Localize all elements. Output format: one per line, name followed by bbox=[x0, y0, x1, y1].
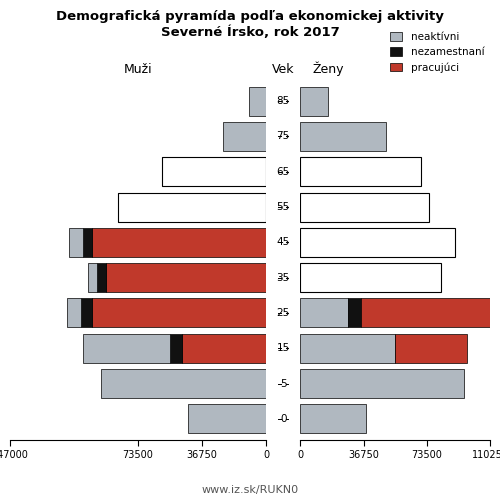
Bar bbox=[395, 334, 467, 362]
Bar bbox=[106, 263, 266, 292]
Bar bbox=[300, 158, 420, 186]
Bar bbox=[162, 158, 266, 186]
Bar bbox=[118, 192, 266, 222]
Legend: neaktívni, nezamestnaní, pracujúci: neaktívni, nezamestnaní, pracujúci bbox=[386, 28, 488, 77]
Text: Ženy: Ženy bbox=[313, 62, 344, 76]
Bar bbox=[170, 334, 182, 362]
Text: Vek: Vek bbox=[272, 64, 294, 76]
Bar bbox=[83, 334, 170, 362]
Bar bbox=[300, 122, 386, 151]
Bar bbox=[100, 369, 266, 398]
Bar bbox=[300, 298, 348, 328]
Bar bbox=[222, 122, 266, 151]
Bar bbox=[300, 334, 395, 362]
Bar bbox=[68, 298, 82, 328]
Bar bbox=[118, 192, 266, 222]
Text: 45: 45 bbox=[276, 238, 290, 248]
Bar bbox=[162, 158, 266, 186]
Bar bbox=[300, 404, 366, 434]
Text: 85: 85 bbox=[276, 96, 290, 106]
Text: Muži: Muži bbox=[124, 64, 152, 76]
Text: 75: 75 bbox=[276, 132, 290, 141]
Text: 35: 35 bbox=[276, 272, 290, 282]
Bar bbox=[300, 192, 430, 222]
Bar bbox=[248, 86, 266, 116]
Bar bbox=[92, 298, 266, 328]
Bar bbox=[300, 228, 455, 257]
Bar bbox=[92, 228, 266, 257]
Text: 0: 0 bbox=[280, 414, 286, 424]
Bar bbox=[360, 298, 498, 328]
Text: 15: 15 bbox=[276, 343, 290, 353]
Bar bbox=[82, 298, 92, 328]
Bar bbox=[88, 263, 97, 292]
Text: 5: 5 bbox=[280, 378, 286, 388]
Bar bbox=[97, 263, 106, 292]
Bar bbox=[300, 263, 442, 292]
Bar bbox=[300, 86, 328, 116]
Bar bbox=[83, 228, 92, 257]
Text: 25: 25 bbox=[276, 308, 290, 318]
Bar bbox=[188, 404, 266, 434]
Bar bbox=[182, 334, 266, 362]
Bar bbox=[348, 298, 360, 328]
Bar bbox=[300, 369, 464, 398]
Text: 65: 65 bbox=[276, 167, 290, 177]
Bar bbox=[69, 228, 83, 257]
Text: 55: 55 bbox=[276, 202, 290, 212]
Text: Demografická pyramída podľa ekonomickej aktivity
Severné Írsko, rok 2017: Demografická pyramída podľa ekonomickej … bbox=[56, 10, 444, 38]
Text: www.iz.sk/RUKN0: www.iz.sk/RUKN0 bbox=[202, 485, 298, 495]
